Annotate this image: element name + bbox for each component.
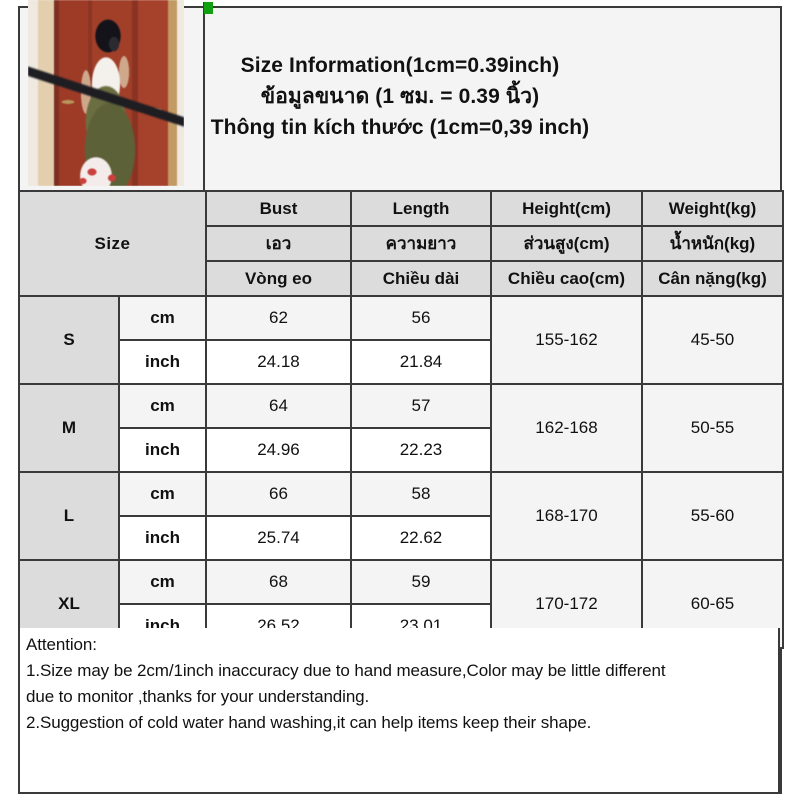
col-header-bust-vi: Vòng eo [205, 260, 352, 297]
length-inch-s: 21.84 [350, 339, 492, 385]
weight-range-s: 45-50 [641, 295, 784, 385]
size-label-s: S [18, 295, 120, 385]
col-header-weight-en: Weight(kg) [641, 190, 784, 227]
height-range-m: 162-168 [490, 383, 643, 473]
bust-inch-l: 25.74 [205, 515, 352, 561]
col-header-bust-th: เอว [205, 225, 352, 262]
unit-inch-s: inch [118, 339, 207, 385]
bust-cm-xl: 68 [205, 559, 352, 605]
col-header-bust-en: Bust [205, 190, 352, 227]
bust-cm-m: 64 [205, 383, 352, 429]
length-cm-l: 58 [350, 471, 492, 517]
unit-cm-xl: cm [118, 559, 207, 605]
unit-inch-l: inch [118, 515, 207, 561]
table-row: M cm 64 57 162-168 50-55 [18, 383, 784, 473]
bust-cm-s: 62 [205, 295, 352, 341]
product-photo-image [28, 0, 184, 186]
size-header-cell: Size [18, 190, 207, 297]
col-header-height-en: Height(cm) [490, 190, 643, 227]
unit-cm-l: cm [118, 471, 207, 517]
height-range-l: 168-170 [490, 471, 643, 561]
attention-heading: Attention: [26, 635, 97, 654]
length-cm-s: 56 [350, 295, 492, 341]
unit-cm-s: cm [118, 295, 207, 341]
col-header-height-th: ส่วนสูง(cm) [490, 225, 643, 262]
weight-range-l: 55-60 [641, 471, 784, 561]
bust-inch-m: 24.96 [205, 427, 352, 473]
table-row: inch 25.74 22.62 [19, 515, 783, 561]
title-line-vietnamese: Thông tin kích thước (1cm=0,39 inch) [210, 116, 590, 139]
title-line-thai: ข้อมูลขนาด (1 ซม. = 0.39 นิ้ว) [260, 85, 540, 108]
bust-cm-l: 66 [205, 471, 352, 517]
title-left-divider [203, 2, 205, 190]
length-inch-m: 22.23 [350, 427, 492, 473]
green-artifact-marker [204, 2, 213, 14]
bust-inch-s: 24.18 [205, 339, 352, 385]
length-inch-l: 22.62 [350, 515, 492, 561]
weight-range-m: 50-55 [641, 383, 784, 473]
col-header-length-th: ความยาว [350, 225, 492, 262]
size-label-l: L [18, 471, 120, 561]
unit-cm-m: cm [118, 383, 207, 429]
attention-note: Attention: 1.Size may be 2cm/1inch inacc… [20, 628, 780, 792]
col-header-length-vi: Chiều dài [350, 260, 492, 297]
attention-line-2: due to monitor ,thanks for your understa… [26, 687, 370, 706]
length-cm-m: 57 [350, 383, 492, 429]
col-header-height-vi: Chiều cao(cm) [490, 260, 643, 297]
size-label-m: M [18, 383, 120, 473]
col-header-weight-vi: Cân nặng(kg) [641, 260, 784, 297]
table-row: inch 24.18 21.84 [19, 339, 783, 385]
product-photo [28, 0, 184, 186]
table-row: S cm 62 56 155-162 45-50 [18, 295, 784, 385]
title-line-english: Size Information(1cm=0.39inch) [240, 54, 560, 77]
height-range-s: 155-162 [490, 295, 643, 385]
table-header-row-en: Size Bust Length Height(cm) Weight(kg) [18, 190, 784, 297]
size-table: Size Bust Length Height(cm) Weight(kg) เ… [18, 190, 784, 649]
table-header-row-th: เอว ความยาว ส่วนสูง(cm) น้ำหนัก(kg) [19, 225, 784, 262]
table-row: XL cm 68 59 170-172 60-65 [18, 559, 784, 649]
table-row: L cm 66 58 168-170 55-60 [18, 471, 784, 561]
col-header-weight-th: น้ำหนัก(kg) [641, 225, 784, 262]
attention-line-3: 2.Suggestion of cold water hand washing,… [26, 713, 592, 732]
col-header-length-en: Length [350, 190, 492, 227]
length-cm-xl: 59 [350, 559, 492, 605]
unit-inch-m: inch [118, 427, 207, 473]
attention-line-1: 1.Size may be 2cm/1inch inaccuracy due t… [26, 661, 666, 680]
table-row: inch 24.96 22.23 [19, 427, 783, 473]
table-header-row-vi: Vòng eo Chiều dài Chiều cao(cm) Cân nặng… [19, 260, 784, 297]
